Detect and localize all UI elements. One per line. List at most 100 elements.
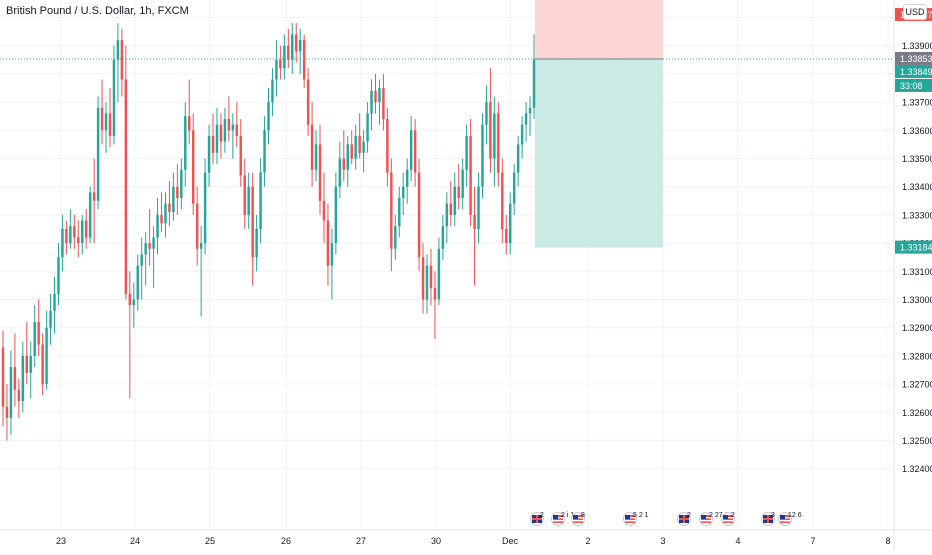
candle-body	[298, 40, 302, 52]
uk-flag-icon[interactable]: 2	[677, 512, 692, 526]
flag-canton	[780, 515, 785, 519]
candle-body	[524, 113, 528, 125]
x-tick-label: 24	[130, 536, 140, 546]
candle-body	[247, 186, 250, 215]
candle-body	[88, 192, 92, 238]
candle-body	[433, 288, 437, 300]
candle-body	[378, 88, 381, 103]
candle-body	[322, 200, 326, 221]
candle-body	[156, 214, 159, 238]
x-tick-label: 26	[281, 536, 291, 546]
candle-body	[180, 169, 183, 198]
candle-body	[437, 248, 441, 300]
us-flag-icon[interactable]: 2 27 1	[699, 512, 729, 526]
candle-body	[469, 135, 472, 215]
flag-canton	[553, 515, 558, 519]
x-tick-label: 7	[810, 536, 815, 546]
candle-body	[195, 203, 199, 249]
entry-price-label: 1.33853	[900, 54, 932, 64]
candle-body	[413, 130, 417, 173]
candle-body	[1, 347, 5, 407]
candle-body	[188, 116, 191, 131]
candle-body	[77, 237, 80, 244]
candle-body	[402, 186, 405, 198]
currency-button[interactable]: USD	[903, 4, 927, 20]
candle-body	[493, 113, 496, 159]
flag-canton	[625, 515, 630, 519]
candle-body	[128, 293, 132, 306]
candle-body	[160, 214, 163, 224]
candle-body	[362, 141, 365, 153]
candle-body	[306, 79, 310, 125]
candle-body	[326, 220, 330, 266]
candle-body	[148, 243, 151, 249]
us-flag-icon[interactable]: 8	[571, 512, 586, 526]
x-tick-label: Dec	[502, 536, 519, 546]
candle-body	[417, 172, 421, 258]
us-flag-icon[interactable]: 5 2 1	[623, 512, 649, 526]
candle-body	[421, 257, 425, 300]
candle-body	[191, 130, 195, 204]
flag-cross	[683, 515, 685, 523]
candle-body	[370, 90, 373, 114]
candle-body	[532, 59, 536, 108]
candle-body	[394, 226, 397, 249]
candle-body	[508, 203, 512, 244]
y-tick-label: 1.33600	[902, 126, 932, 136]
candle-body	[199, 243, 203, 249]
candles-layer	[1, 23, 536, 441]
event-count: 2 i 1	[561, 512, 574, 519]
candle-body	[382, 88, 385, 120]
y-tick-label: 1.33100	[902, 267, 932, 277]
candle-body	[100, 107, 104, 131]
us-flag-icon[interactable]: 2	[721, 512, 736, 526]
chart-title: British Pound / U.S. Dollar, 1h, FXCM	[6, 5, 189, 17]
candle-body	[203, 172, 207, 244]
candle-body	[13, 367, 17, 390]
candle-body	[346, 144, 349, 170]
candle-body	[374, 90, 377, 103]
candle-body	[211, 135, 215, 153]
us-flag-icon[interactable]: 2 i 1	[551, 512, 575, 526]
uk-flag-icon[interactable]: 3	[761, 512, 776, 526]
candle-body	[108, 113, 112, 136]
candle-body	[45, 327, 48, 385]
x-tick-label: 2	[585, 536, 590, 546]
x-tick-label: 27	[356, 536, 366, 546]
candle-body	[41, 344, 44, 385]
uk-flag-icon[interactable]: 2	[530, 512, 545, 526]
candle-body	[104, 113, 108, 131]
candle-body	[176, 186, 179, 198]
event-count: 2	[731, 512, 735, 519]
candle-body	[409, 130, 413, 170]
y-tick-label: 1.33000	[902, 295, 932, 305]
candle-body	[398, 197, 401, 227]
candle-body	[231, 124, 235, 131]
x-tick-label: 4	[735, 536, 740, 546]
candle-body	[96, 107, 100, 201]
candle-body	[310, 124, 314, 170]
candle-body	[207, 135, 211, 173]
candle-body	[350, 144, 353, 159]
candle-body	[386, 119, 389, 173]
candle-body	[501, 172, 504, 229]
candle-body	[251, 186, 254, 258]
us-flag-icon[interactable]: 12 6	[778, 512, 802, 526]
flag-cross	[767, 515, 769, 523]
candle-body	[441, 226, 445, 249]
candle-body	[334, 186, 338, 244]
x-tick-label: 23	[56, 536, 66, 546]
candle-body	[497, 113, 500, 173]
candle-body	[477, 186, 480, 229]
candle-body	[330, 243, 334, 266]
candle-body	[25, 355, 29, 373]
candle-body	[481, 124, 484, 187]
flag-stripe	[780, 520, 790, 522]
candle-body	[235, 124, 239, 136]
candle-body	[287, 45, 290, 60]
candle-body	[302, 40, 306, 80]
candle-body	[338, 158, 342, 187]
